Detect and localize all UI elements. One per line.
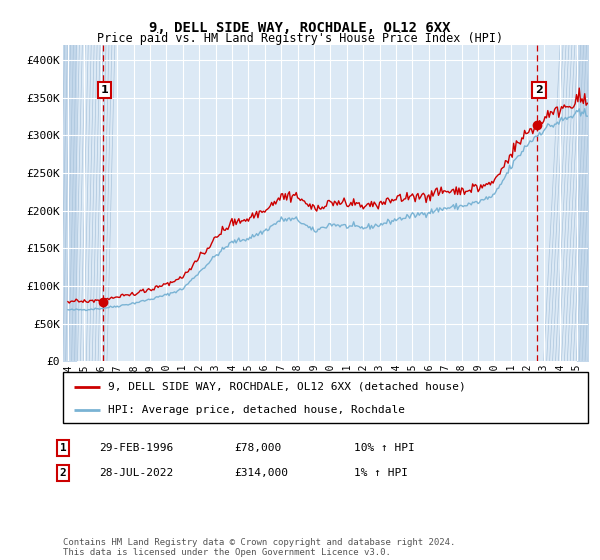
Text: 1: 1	[101, 85, 109, 95]
Text: HPI: Average price, detached house, Rochdale: HPI: Average price, detached house, Roch…	[107, 405, 404, 415]
Text: Price paid vs. HM Land Registry's House Price Index (HPI): Price paid vs. HM Land Registry's House …	[97, 32, 503, 45]
Text: Contains HM Land Registry data © Crown copyright and database right 2024.
This d: Contains HM Land Registry data © Crown c…	[63, 538, 455, 557]
Text: 9, DELL SIDE WAY, ROCHDALE, OL12 6XX: 9, DELL SIDE WAY, ROCHDALE, OL12 6XX	[149, 21, 451, 35]
Text: 29-FEB-1996: 29-FEB-1996	[99, 443, 173, 453]
Text: £78,000: £78,000	[234, 443, 281, 453]
Text: 28-JUL-2022: 28-JUL-2022	[99, 468, 173, 478]
Text: 1: 1	[59, 443, 67, 453]
Text: 9, DELL SIDE WAY, ROCHDALE, OL12 6XX (detached house): 9, DELL SIDE WAY, ROCHDALE, OL12 6XX (de…	[107, 381, 466, 391]
Text: 10% ↑ HPI: 10% ↑ HPI	[354, 443, 415, 453]
Text: 1% ↑ HPI: 1% ↑ HPI	[354, 468, 408, 478]
Text: £314,000: £314,000	[234, 468, 288, 478]
Text: 2: 2	[59, 468, 67, 478]
FancyBboxPatch shape	[63, 372, 588, 423]
Text: 2: 2	[535, 85, 543, 95]
